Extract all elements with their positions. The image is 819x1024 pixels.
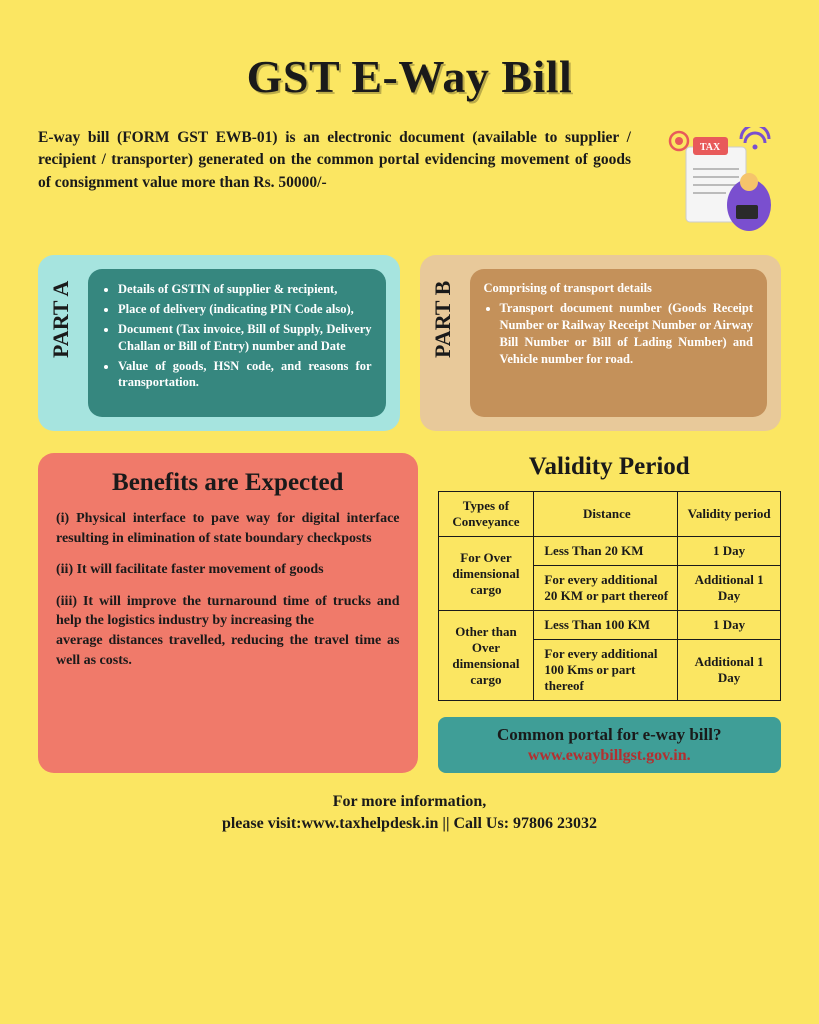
portal-question: Common portal for e-way bill?: [450, 725, 770, 745]
conveyance-type: Other than Over dimensional cargo: [438, 611, 534, 701]
footer-line1: For more information,: [38, 791, 781, 813]
page-title: GST E-Way Bill: [38, 50, 781, 103]
distance-cell: For every additional 100 Kms or part the…: [534, 640, 678, 701]
validity-column: Validity Period Types of Conveyance Dist…: [438, 453, 782, 773]
part-a-item: Place of delivery (indicating PIN Code a…: [118, 301, 372, 318]
validity-table: Types of Conveyance Distance Validity pe…: [438, 491, 782, 701]
table-header: Validity period: [678, 492, 781, 537]
intro-text: E-way bill (FORM GST EWB-01) is an elect…: [38, 127, 631, 237]
benefit-item: (i) Physical interface to pave way for d…: [56, 509, 400, 548]
footer: For more information, please visit:www.t…: [38, 791, 781, 836]
period-cell: 1 Day: [678, 611, 781, 640]
part-b-label: PART B: [430, 328, 456, 358]
distance-cell: For every additional 20 KM or part there…: [534, 566, 678, 611]
portal-url: www.ewaybillgst.gov.in.: [450, 747, 770, 765]
part-b-card: PART B Comprising of transport details T…: [420, 255, 782, 431]
part-b-content: Comprising of transport details Transpor…: [470, 269, 768, 417]
table-row: For Over dimensional cargo Less Than 20 …: [438, 537, 781, 566]
table-row: Other than Over dimensional cargo Less T…: [438, 611, 781, 640]
table-header-row: Types of Conveyance Distance Validity pe…: [438, 492, 781, 537]
period-cell: Additional 1 Day: [678, 640, 781, 701]
footer-line2: please visit:www.taxhelpdesk.in || Call …: [38, 813, 781, 835]
benefits-body: (i) Physical interface to pave way for d…: [56, 509, 400, 670]
table-header: Types of Conveyance: [438, 492, 534, 537]
conveyance-type: For Over dimensional cargo: [438, 537, 534, 611]
distance-cell: Less Than 20 KM: [534, 537, 678, 566]
part-a-item: Value of goods, HSN code, and reasons fo…: [118, 358, 372, 392]
period-cell: 1 Day: [678, 537, 781, 566]
part-a-content: Details of GSTIN of supplier & recipient…: [88, 269, 386, 417]
benefit-item: average distances travelled, reducing th…: [56, 631, 400, 670]
part-a-item: Document (Tax invoice, Bill of Supply, D…: [118, 321, 372, 355]
benefit-item: (iii) It will improve the turnaround tim…: [56, 592, 400, 631]
tax-illustration-icon: TAX: [641, 127, 781, 237]
part-b-item: Transport document number (Goods Receipt…: [500, 300, 754, 368]
period-cell: Additional 1 Day: [678, 566, 781, 611]
svg-text:TAX: TAX: [700, 142, 721, 153]
benefit-item: (ii) It will facilitate faster movement …: [56, 560, 400, 580]
part-a-item: Details of GSTIN of supplier & recipient…: [118, 281, 372, 298]
portal-card: Common portal for e-way bill? www.ewaybi…: [438, 717, 782, 773]
table-header: Distance: [534, 492, 678, 537]
benefits-card: Benefits are Expected (i) Physical inter…: [38, 453, 418, 773]
part-a-card: PART A Details of GSTIN of supplier & re…: [38, 255, 400, 431]
validity-title: Validity Period: [438, 453, 782, 481]
benefits-title: Benefits are Expected: [56, 469, 400, 497]
distance-cell: Less Than 100 KM: [534, 611, 678, 640]
parts-row: PART A Details of GSTIN of supplier & re…: [38, 255, 781, 431]
intro-section: E-way bill (FORM GST EWB-01) is an elect…: [38, 127, 781, 237]
part-b-lead: Comprising of transport details: [484, 281, 754, 296]
part-a-label: PART A: [48, 328, 74, 358]
mid-row: Benefits are Expected (i) Physical inter…: [38, 453, 781, 773]
